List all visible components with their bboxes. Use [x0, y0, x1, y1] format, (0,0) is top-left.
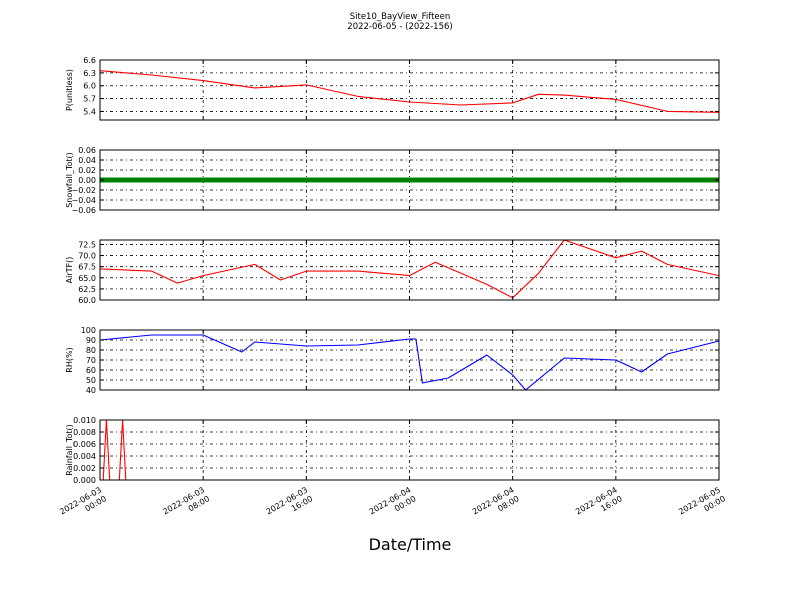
series-line — [99, 334, 720, 391]
y-tick-label: 6.3 — [83, 69, 96, 78]
y-axis-label: P(unitless) — [65, 69, 74, 111]
y-tick-label: 67.5 — [78, 263, 96, 272]
y-axis-label: RH(%) — [65, 347, 74, 372]
y-axis-label: AirTF() — [65, 257, 74, 284]
y-tick-label: 70.0 — [78, 252, 96, 261]
series-line — [99, 70, 720, 113]
series-line — [99, 239, 720, 299]
y-tick-label: 100 — [81, 326, 96, 335]
panel-1: 6.6 6.3 6.0 5.7 5.4 P(unitless) — [65, 56, 720, 121]
y-tick-label: 72.5 — [78, 240, 96, 249]
y-tick-label: 60 — [86, 366, 96, 375]
y-tick-label: −0.04 — [71, 196, 96, 205]
y-tick-label: 60.0 — [78, 296, 96, 305]
y-tick-label: 0.006 — [73, 440, 96, 449]
y-tick-label: 0.002 — [73, 464, 96, 473]
y-tick-label: −0.02 — [71, 186, 96, 195]
y-tick-label: 62.5 — [78, 285, 96, 294]
chart-title: Site10_BayView_Fifteen — [350, 12, 451, 22]
x-axis-label: Date/Time — [369, 535, 452, 554]
y-tick-label: 70 — [86, 356, 96, 365]
y-tick-label: 40 — [86, 386, 96, 395]
y-tick-label: 0.00 — [78, 176, 96, 185]
panel-5: 0.010 0.008 0.006 0.004 0.002 0.000Rainfall_T… — [65, 416, 720, 485]
y-tick-label: 0.06 — [78, 146, 96, 155]
y-tick-label: 90 — [86, 336, 96, 345]
y-tick-label: 6.0 — [83, 82, 96, 91]
chart-subtitle: 2022-06-05 - (2022-156) — [347, 22, 452, 32]
y-tick-label: 50 — [86, 376, 96, 385]
y-tick-label: 0.004 — [73, 452, 96, 461]
y-tick-label: 0.010 — [73, 416, 96, 425]
y-tick-label: −0.06 — [71, 206, 96, 215]
y-axis-label: Rainfall_Tot() — [65, 424, 74, 476]
y-tick-label: 0.04 — [78, 156, 96, 165]
y-tick-label: 0.008 — [73, 428, 96, 437]
y-axis-label: Snowfall_Tot() — [65, 152, 74, 208]
y-tick-label: 5.4 — [83, 107, 96, 116]
panel-2: 0.060.040.020.00−0.02−0.04−0.06Snowfall_… — [65, 146, 720, 215]
y-tick-label: 6.6 — [83, 56, 96, 65]
y-tick-label: 0.000 — [73, 476, 96, 485]
y-tick-label: 65.0 — [78, 274, 96, 283]
y-tick-label: 0.02 — [78, 166, 96, 175]
panel-3: 72.5 70.0 67.5 65.0 62.5 60.0 AirTF() — [65, 239, 720, 305]
y-tick-label: 80 — [86, 346, 96, 355]
y-tick-label: 5.7 — [83, 95, 96, 104]
